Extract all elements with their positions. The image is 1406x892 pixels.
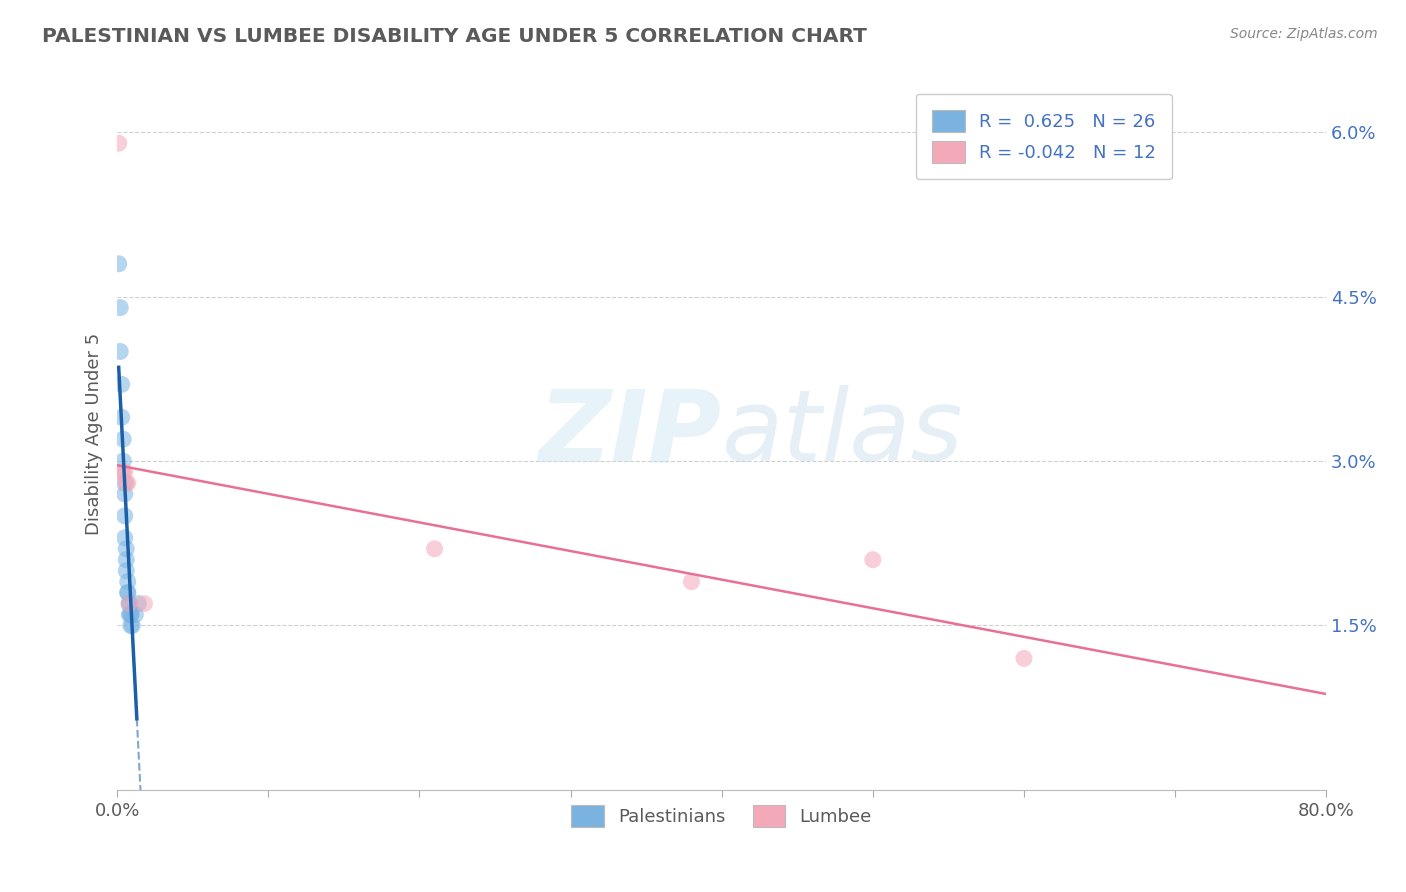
Y-axis label: Disability Age Under 5: Disability Age Under 5 [86, 333, 103, 535]
Point [107, 257, 129, 271]
Point [118, 597, 141, 611]
Point [117, 574, 139, 589]
Text: ZIP: ZIP [538, 385, 721, 483]
Point [111, 410, 134, 425]
Point [117, 585, 139, 599]
Point [117, 585, 139, 599]
Text: Source: ZipAtlas.com: Source: ZipAtlas.com [1230, 27, 1378, 41]
Text: atlas: atlas [721, 385, 963, 483]
Point [862, 553, 884, 567]
Point [112, 454, 135, 468]
Point [1012, 651, 1035, 665]
Point [115, 564, 138, 578]
Point [681, 574, 703, 589]
Point [114, 465, 136, 479]
Point [120, 618, 142, 632]
Point [118, 607, 141, 622]
Point [108, 344, 131, 359]
Point [115, 553, 138, 567]
Point [114, 487, 136, 501]
Point [127, 597, 149, 611]
Point [114, 531, 136, 545]
Point [423, 541, 446, 556]
Point [112, 465, 135, 479]
Text: PALESTINIAN VS LUMBEE DISABILITY AGE UNDER 5 CORRELATION CHART: PALESTINIAN VS LUMBEE DISABILITY AGE UND… [42, 27, 868, 45]
Point [134, 597, 156, 611]
Point [120, 607, 142, 622]
Point [121, 618, 143, 632]
Point [118, 597, 141, 611]
Point [118, 597, 141, 611]
Point [117, 475, 139, 490]
Point [115, 475, 138, 490]
Point [111, 377, 134, 392]
Point [112, 432, 135, 446]
Point [108, 301, 131, 315]
Point [111, 465, 134, 479]
Point [124, 607, 146, 622]
Legend: Palestinians, Lumbee: Palestinians, Lumbee [564, 797, 879, 834]
Point [120, 607, 142, 622]
Point [107, 136, 129, 151]
Point [114, 475, 136, 490]
Point [115, 541, 138, 556]
Point [114, 508, 136, 523]
